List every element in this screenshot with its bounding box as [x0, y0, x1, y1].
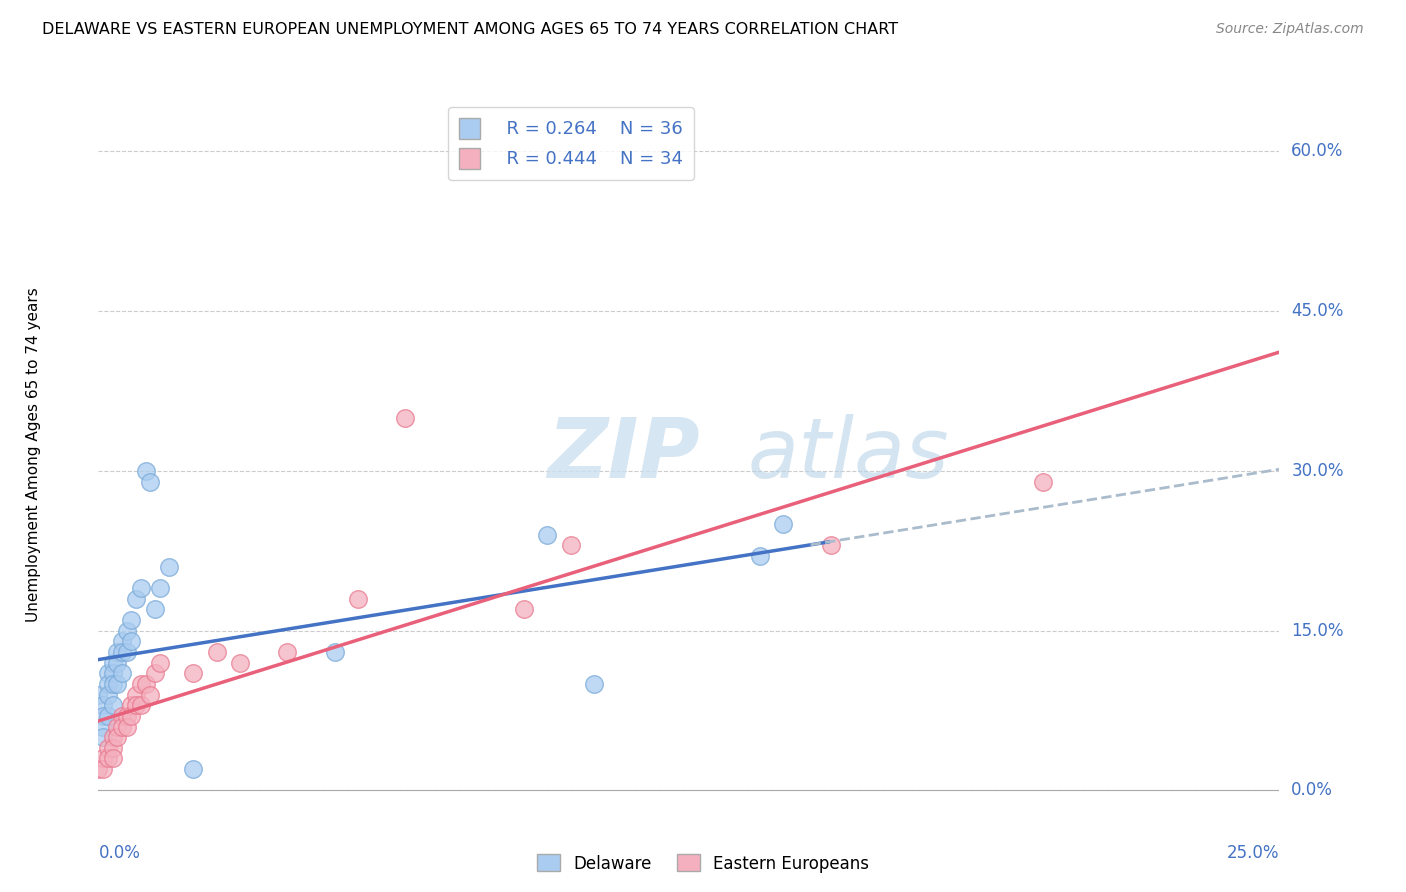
Point — [748, 549, 770, 563]
Point — [560, 538, 582, 552]
Text: 30.0%: 30.0% — [1291, 462, 1344, 480]
Point — [91, 698, 114, 713]
Text: 0.0%: 0.0% — [98, 844, 141, 862]
Point — [111, 666, 134, 681]
Text: 60.0%: 60.0% — [1291, 143, 1344, 161]
Point — [101, 751, 124, 765]
Point — [105, 730, 128, 744]
Point — [101, 677, 124, 691]
Point — [101, 656, 124, 670]
Point — [205, 645, 228, 659]
Point — [129, 698, 152, 713]
Point — [143, 666, 166, 681]
Point — [115, 709, 138, 723]
Point — [97, 688, 120, 702]
Point — [129, 677, 152, 691]
Point — [323, 645, 346, 659]
Point — [91, 719, 114, 733]
Text: DELAWARE VS EASTERN EUROPEAN UNEMPLOYMENT AMONG AGES 65 TO 74 YEARS CORRELATION : DELAWARE VS EASTERN EUROPEAN UNEMPLOYMEN… — [42, 22, 898, 37]
Point — [91, 730, 114, 744]
Point — [97, 709, 120, 723]
Point — [97, 751, 120, 765]
Point — [97, 740, 120, 755]
Text: atlas: atlas — [748, 415, 949, 495]
Point — [181, 666, 204, 681]
Point — [115, 719, 138, 733]
Point — [181, 762, 204, 776]
Point — [135, 677, 157, 691]
Point — [229, 656, 252, 670]
Point — [111, 645, 134, 659]
Point — [111, 709, 134, 723]
Point — [101, 698, 124, 713]
Point — [347, 591, 370, 606]
Point — [105, 719, 128, 733]
Point — [121, 613, 143, 627]
Text: Source: ZipAtlas.com: Source: ZipAtlas.com — [1216, 22, 1364, 37]
Text: 0.0%: 0.0% — [1291, 781, 1333, 799]
Text: 15.0%: 15.0% — [1291, 622, 1344, 640]
Point — [1032, 475, 1054, 489]
Point — [87, 762, 110, 776]
Point — [149, 581, 172, 595]
Point — [105, 645, 128, 659]
Point — [91, 762, 114, 776]
Point — [97, 666, 120, 681]
Point — [87, 688, 110, 702]
Legend:   R = 0.264    N = 36,   R = 0.444    N = 34: R = 0.264 N = 36, R = 0.444 N = 34 — [449, 107, 693, 179]
Point — [394, 410, 416, 425]
Point — [820, 538, 842, 552]
Text: 45.0%: 45.0% — [1291, 302, 1344, 320]
Text: 25.0%: 25.0% — [1227, 844, 1279, 862]
Text: Unemployment Among Ages 65 to 74 years: Unemployment Among Ages 65 to 74 years — [25, 287, 41, 623]
Point — [111, 634, 134, 648]
Point — [91, 709, 114, 723]
Point — [105, 677, 128, 691]
Point — [149, 656, 172, 670]
Point — [512, 602, 534, 616]
Point — [101, 666, 124, 681]
Point — [536, 528, 558, 542]
Point — [115, 645, 138, 659]
Point — [121, 698, 143, 713]
Point — [143, 602, 166, 616]
Text: ZIP: ZIP — [547, 415, 700, 495]
Point — [125, 591, 148, 606]
Point — [105, 656, 128, 670]
Point — [139, 475, 162, 489]
Point — [772, 517, 794, 532]
Point — [121, 709, 143, 723]
Point — [111, 719, 134, 733]
Point — [101, 730, 124, 744]
Legend: Delaware, Eastern Europeans: Delaware, Eastern Europeans — [530, 847, 876, 880]
Point — [139, 688, 162, 702]
Point — [276, 645, 298, 659]
Point — [115, 624, 138, 638]
Point — [135, 464, 157, 478]
Point — [583, 677, 606, 691]
Point — [125, 698, 148, 713]
Point — [101, 740, 124, 755]
Point — [97, 677, 120, 691]
Point — [129, 581, 152, 595]
Point — [125, 688, 148, 702]
Point — [121, 634, 143, 648]
Point — [157, 559, 180, 574]
Point — [91, 751, 114, 765]
